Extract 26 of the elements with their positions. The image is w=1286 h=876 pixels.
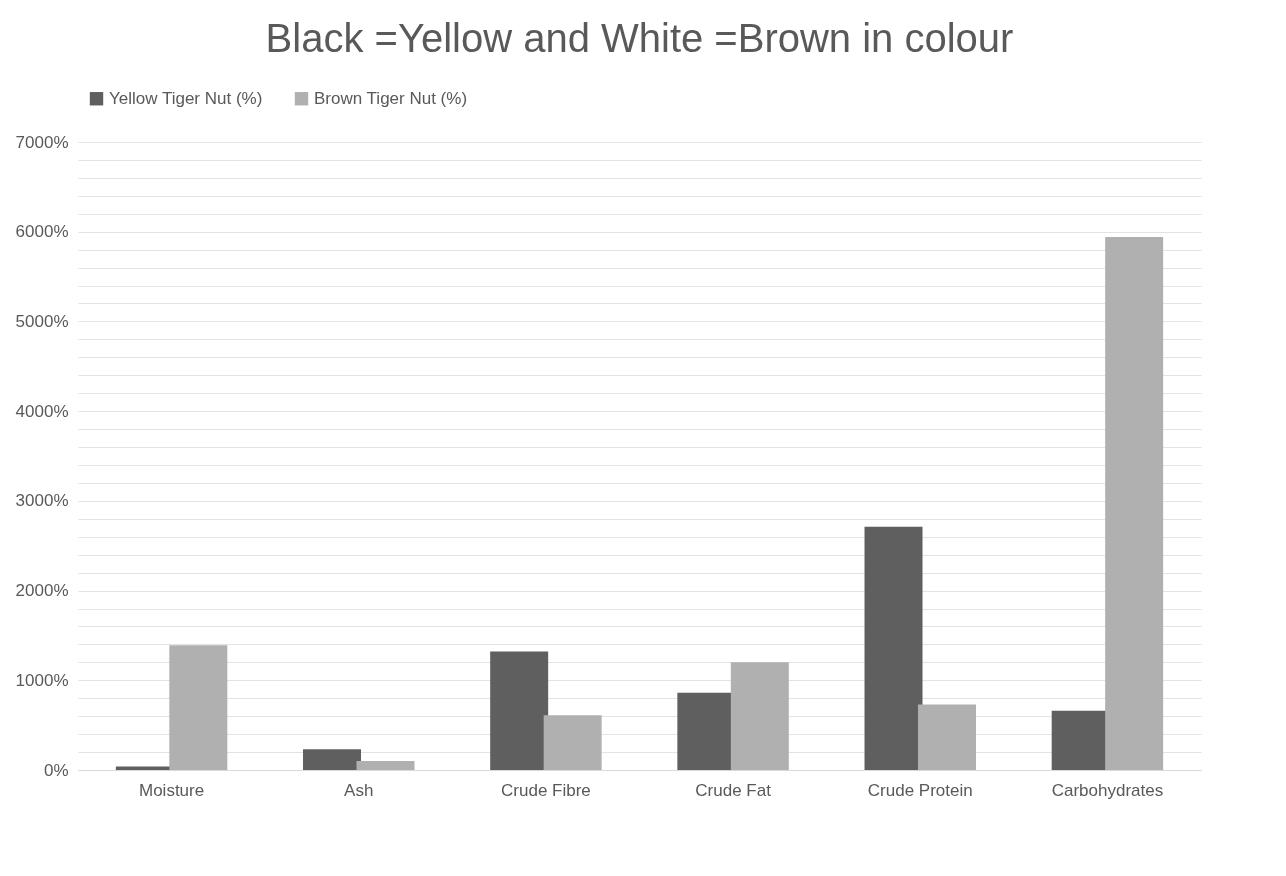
- x-tick-label: Crude Fat: [695, 780, 772, 800]
- y-tick-label: 1000%: [15, 670, 69, 690]
- bar: [303, 749, 362, 770]
- y-tick-label: 4000%: [15, 401, 69, 421]
- bar: [730, 662, 789, 770]
- y-tick-label: 7000%: [15, 132, 69, 152]
- x-tick-label: Ash: [344, 780, 374, 800]
- y-tick-label: 6000%: [15, 222, 69, 242]
- x-tick-label: Carbohydrates: [1051, 780, 1164, 800]
- legend-label: Brown Tiger Nut (%): [314, 88, 468, 108]
- x-tick-label: Crude Fibre: [501, 780, 591, 800]
- bar: [356, 761, 415, 770]
- x-tick-label: Crude Protein: [867, 780, 973, 800]
- y-tick-label: 5000%: [15, 311, 69, 331]
- bar: [864, 526, 923, 770]
- bar: [543, 715, 602, 770]
- y-tick-label: 2000%: [15, 581, 69, 601]
- bar: [169, 645, 228, 770]
- y-tick-label: 0%: [43, 760, 69, 780]
- bar: [917, 704, 976, 770]
- bar: [1105, 237, 1164, 770]
- legend-label: Yellow Tiger Nut (%): [109, 88, 263, 108]
- y-tick-label: 3000%: [15, 491, 69, 511]
- chart-title: Black =Yellow and White =Brown in colour: [265, 16, 1014, 60]
- bar: [490, 651, 549, 770]
- x-tick-label: Moisture: [138, 780, 205, 800]
